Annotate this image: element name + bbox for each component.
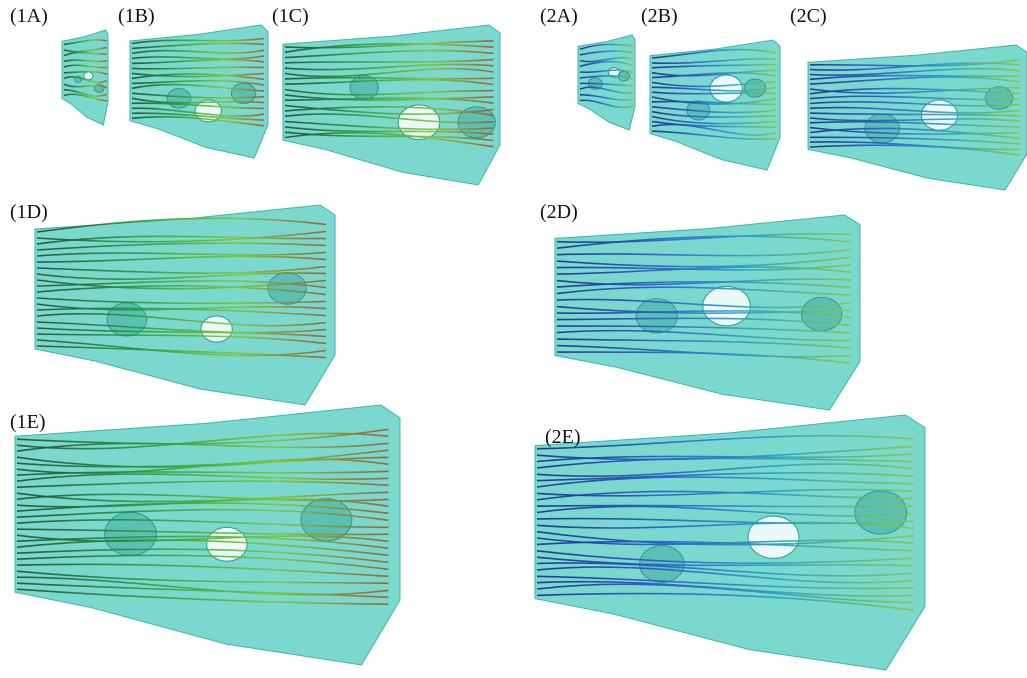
pore	[268, 272, 306, 304]
panel-label: (2C)	[790, 5, 827, 27]
panel-label: (1E)	[10, 411, 46, 433]
pore	[636, 299, 677, 333]
pore	[231, 83, 255, 103]
panel-label: (1D)	[10, 201, 48, 223]
pore	[744, 79, 766, 97]
panel-label: (2E)	[545, 426, 581, 448]
flow-panel	[35, 205, 335, 405]
panel-label: (2D)	[540, 201, 578, 223]
flow-panel	[15, 405, 400, 665]
pore	[84, 72, 93, 80]
panel-label: (2B)	[641, 5, 678, 27]
pore	[201, 316, 232, 342]
panel-label: (2A)	[540, 5, 578, 27]
flow-panel	[130, 25, 268, 158]
flow-panel	[808, 45, 1027, 190]
flow-panel	[578, 35, 635, 130]
flow-panel	[62, 30, 108, 125]
flow-panel	[650, 40, 780, 170]
panel-label: (1B)	[118, 5, 155, 27]
panel-label: (1A)	[10, 5, 48, 27]
flow-panel	[283, 25, 500, 185]
porous-volume	[808, 45, 1027, 190]
pore	[710, 75, 742, 102]
flow-panel	[555, 215, 860, 410]
panel-label: (1C)	[272, 5, 309, 27]
figure: (1A) (1B) (1C) (2A) (2B) (2C) (1D) (2D) (1E) (2E)	[0, 0, 1027, 678]
porous-volume	[578, 35, 635, 130]
flow-panel	[535, 415, 925, 670]
pore	[398, 105, 440, 140]
porous-volume	[283, 25, 500, 185]
